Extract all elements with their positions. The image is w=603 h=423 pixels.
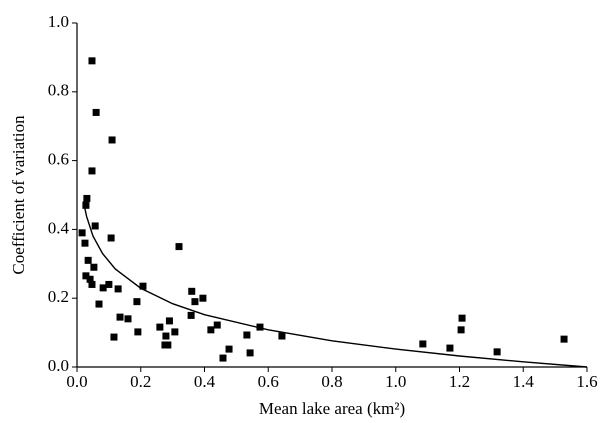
point bbox=[560, 335, 568, 343]
point bbox=[213, 321, 221, 329]
point bbox=[246, 349, 254, 357]
y-tick-label: 0.6 bbox=[48, 150, 69, 169]
y-tick-label: 0.8 bbox=[48, 81, 69, 100]
point bbox=[133, 298, 141, 306]
point bbox=[188, 287, 196, 295]
fit-curve bbox=[82, 201, 588, 368]
point bbox=[78, 229, 86, 237]
point bbox=[156, 323, 164, 331]
point bbox=[165, 317, 173, 325]
point bbox=[134, 328, 142, 336]
point bbox=[90, 263, 98, 271]
point bbox=[171, 328, 179, 336]
point bbox=[139, 282, 147, 290]
point bbox=[124, 315, 132, 323]
point bbox=[419, 340, 427, 348]
point bbox=[114, 285, 122, 293]
point bbox=[84, 256, 92, 264]
x-tick-label: 0.4 bbox=[194, 372, 216, 391]
point bbox=[243, 331, 251, 339]
y-tick-label: 1.0 bbox=[48, 12, 69, 31]
point bbox=[191, 298, 199, 306]
point bbox=[86, 275, 94, 283]
point bbox=[95, 300, 103, 308]
x-axis-label: Mean lake area (km²) bbox=[259, 399, 405, 418]
point bbox=[107, 234, 115, 242]
point bbox=[88, 167, 96, 175]
y-axis-label: Coefficient of variation bbox=[9, 115, 28, 275]
point bbox=[92, 108, 100, 116]
y-tick-label: 0.4 bbox=[48, 218, 70, 237]
point bbox=[457, 326, 465, 334]
x-tick-label: 0.6 bbox=[258, 372, 279, 391]
point bbox=[493, 348, 501, 356]
point bbox=[207, 326, 215, 334]
point bbox=[162, 332, 170, 340]
point bbox=[91, 222, 99, 230]
point bbox=[99, 284, 107, 292]
x-tick-label: 1.4 bbox=[513, 372, 535, 391]
point bbox=[256, 323, 264, 331]
point bbox=[187, 311, 195, 319]
y-tick-label: 0.2 bbox=[48, 287, 69, 306]
x-tick-label: 1.6 bbox=[576, 372, 597, 391]
point bbox=[164, 341, 172, 349]
x-tick-label: 0.2 bbox=[130, 372, 151, 391]
point bbox=[105, 280, 113, 288]
x-tick-label: 0.0 bbox=[66, 372, 87, 391]
point bbox=[219, 354, 227, 362]
point bbox=[81, 239, 89, 247]
point bbox=[175, 243, 183, 251]
point bbox=[83, 194, 91, 202]
point bbox=[458, 314, 466, 322]
x-tick-label: 1.0 bbox=[385, 372, 406, 391]
x-tick-label: 1.2 bbox=[449, 372, 470, 391]
point bbox=[225, 345, 233, 353]
point bbox=[199, 294, 207, 302]
point bbox=[446, 344, 454, 352]
y-tick-label: 0.0 bbox=[48, 356, 69, 375]
point bbox=[116, 313, 124, 321]
point bbox=[88, 280, 96, 288]
point bbox=[88, 57, 96, 65]
point bbox=[110, 333, 118, 341]
x-tick-label: 0.8 bbox=[321, 372, 342, 391]
point bbox=[278, 332, 286, 340]
point bbox=[82, 201, 90, 209]
point bbox=[108, 136, 116, 144]
point bbox=[82, 272, 90, 280]
